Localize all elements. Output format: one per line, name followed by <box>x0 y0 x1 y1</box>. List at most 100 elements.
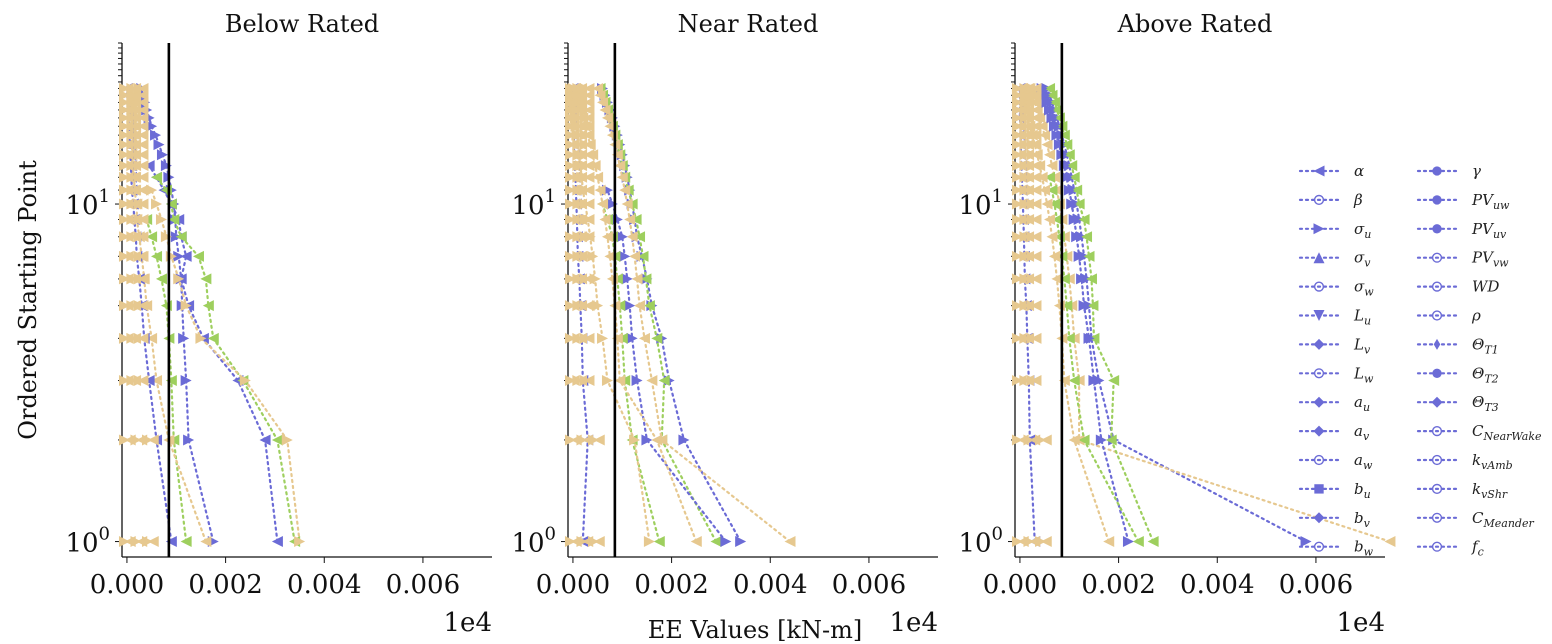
data-point <box>130 434 142 446</box>
data-point <box>151 375 163 387</box>
data-point <box>1088 375 1100 387</box>
data-point <box>1058 273 1070 285</box>
data-point <box>1036 120 1048 132</box>
data-point <box>137 332 149 344</box>
data-point <box>1044 104 1056 116</box>
data-point <box>621 198 633 210</box>
legend-label: Lv <box>1353 335 1371 356</box>
data-point <box>583 112 595 124</box>
legend-marker <box>1431 426 1443 437</box>
legend-label: bv <box>1354 509 1371 530</box>
x-tick-label: 0.006 <box>832 570 906 600</box>
data-point <box>137 120 149 132</box>
x-tick-label: 0.002 <box>188 570 262 600</box>
data-point <box>192 250 204 262</box>
data-point <box>173 250 185 262</box>
legend-label: Lw <box>1353 364 1374 385</box>
data-point <box>1030 120 1042 132</box>
legend-label: PVvw <box>1471 249 1509 270</box>
data-point <box>1068 434 1080 446</box>
data-point <box>151 250 163 262</box>
legend-label: CMeander <box>1472 509 1534 530</box>
data-point <box>606 198 618 210</box>
dense-marker-band <box>118 82 159 548</box>
data-point <box>583 104 595 116</box>
data-point <box>1300 536 1312 548</box>
data-point <box>141 434 153 446</box>
y-tick-label: 101 <box>65 186 110 221</box>
x-tick-label: 0.000 <box>536 570 610 600</box>
data-point <box>604 120 616 132</box>
data-point <box>616 171 628 183</box>
data-point <box>611 332 623 344</box>
panel-1: Below Rated 100 101 0.000 0.002 0.004 0.006 1e4 <box>65 10 492 638</box>
x-offset-label: 1e4 <box>1337 608 1385 638</box>
series-group <box>121 82 306 548</box>
y-tick-label: 100 <box>958 524 1003 559</box>
data-point <box>1078 213 1090 225</box>
legend-entry: au <box>1298 393 1370 414</box>
legend-marker <box>1313 281 1325 292</box>
data-point <box>1108 375 1120 387</box>
legend-entry: PVuw <box>1416 191 1510 212</box>
panel-title: Above Rated <box>1117 10 1273 38</box>
data-point <box>1030 231 1042 243</box>
legend-entry: Lw <box>1298 364 1374 385</box>
data-point <box>1051 129 1063 141</box>
data-point <box>1061 139 1073 151</box>
legend-marker <box>1313 223 1325 235</box>
data-point <box>130 536 142 548</box>
x-tick-label: 0.002 <box>1081 570 1155 600</box>
data-point <box>1044 171 1056 183</box>
data-point <box>1034 434 1046 446</box>
data-point <box>583 198 595 210</box>
legend-entry: β <box>1298 191 1363 209</box>
data-point <box>165 536 177 548</box>
data-point <box>583 129 595 141</box>
legend-marker <box>1431 281 1443 292</box>
legend: αβ σu σv σw Lu Lv Lw au av aw bu bv bw γ PVuw PVuv PVvw W… <box>1298 162 1542 559</box>
data-point <box>638 332 650 344</box>
data-point <box>1063 149 1075 161</box>
data-point <box>143 160 155 172</box>
x-offset-label: 1e4 <box>444 608 492 638</box>
data-point <box>137 184 149 196</box>
data-point <box>1071 231 1083 243</box>
data-point <box>583 300 595 312</box>
legend-label: σw <box>1354 278 1374 299</box>
data-point <box>137 300 149 312</box>
data-point <box>583 231 595 243</box>
data-point <box>616 231 628 243</box>
data-point <box>1040 536 1052 548</box>
data-point <box>624 213 636 225</box>
data-point <box>1030 139 1042 151</box>
legend-entry: PVuv <box>1416 220 1507 241</box>
data-point <box>183 434 195 446</box>
legend-label: σu <box>1354 220 1371 241</box>
data-point <box>1061 171 1073 183</box>
data-point <box>1044 149 1056 161</box>
panels: Below Rated 100 101 0.000 0.002 0.004 0.006 1e4… <box>65 10 1396 638</box>
data-point <box>1051 273 1063 285</box>
data-point <box>1030 300 1042 312</box>
data-point <box>593 434 605 446</box>
data-point <box>587 536 599 548</box>
data-point <box>626 231 638 243</box>
data-point <box>1030 375 1042 387</box>
data-point <box>178 332 190 344</box>
y-axis-label: Ordered Starting Point <box>14 160 42 440</box>
data-point <box>1040 434 1052 446</box>
data-point <box>207 332 219 344</box>
data-point <box>141 536 153 548</box>
legend-label: WD <box>1472 278 1499 296</box>
data-point <box>626 332 638 344</box>
data-point <box>587 434 599 446</box>
legend-label: aw <box>1354 451 1373 472</box>
data-point <box>1041 96 1053 108</box>
data-point <box>1081 231 1093 243</box>
data-point <box>195 332 207 344</box>
data-point <box>614 160 626 172</box>
data-point <box>583 149 595 161</box>
legend-entry: ΘT3 <box>1416 393 1499 414</box>
legend-entry: CNearWake <box>1416 422 1542 443</box>
